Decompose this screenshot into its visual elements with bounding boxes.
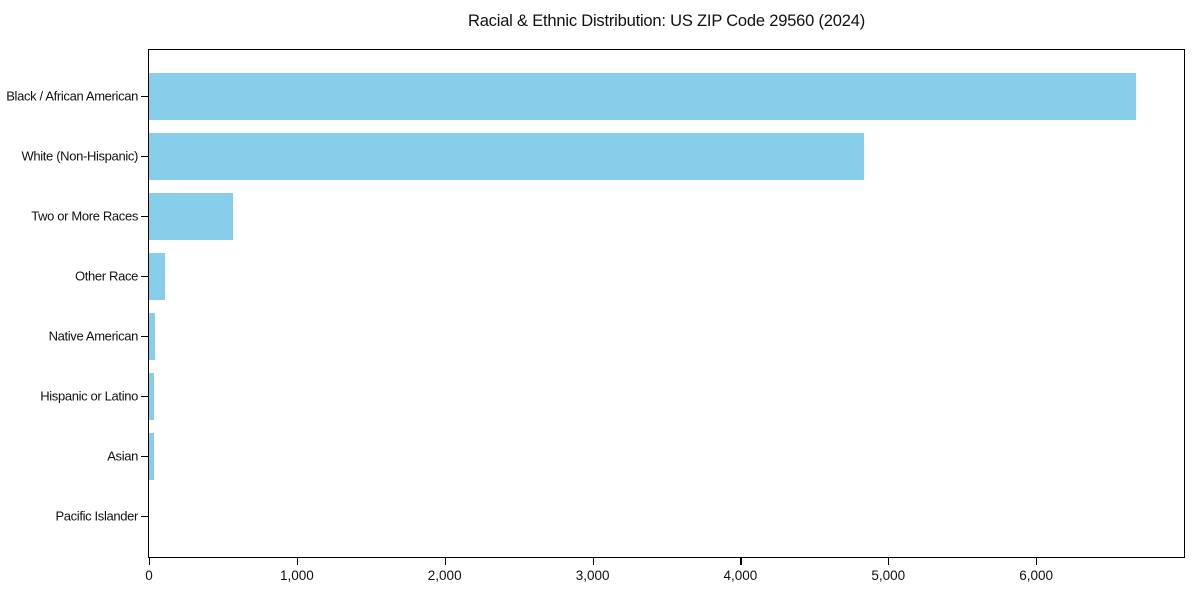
y-axis-tick <box>141 336 148 338</box>
y-tick-label-other-race: Other Race <box>75 268 138 284</box>
y-axis-tick <box>141 516 148 518</box>
bar-black-african-american <box>149 72 1136 120</box>
x-axis-tick <box>1036 558 1038 565</box>
chart-title: Racial & Ethnic Distribution: US ZIP Cod… <box>467 12 866 30</box>
y-tick-label-white-non-hispanic: White (Non-Hispanic) <box>21 148 138 164</box>
x-axis-tick <box>888 558 890 565</box>
bar-other-race <box>149 252 166 300</box>
bar-white-non-hispanic <box>149 132 864 180</box>
bar-asian <box>149 432 155 480</box>
plot-area <box>148 49 1185 558</box>
y-tick-label-black-african-american: Black / African American <box>6 88 138 104</box>
x-tick-label-4-000: 4,000 <box>723 568 758 583</box>
x-tick-label-2-000: 2,000 <box>427 568 462 583</box>
y-tick-label-native-american: Native American <box>48 328 139 344</box>
y-tick-label-two-or-more-races: Two or More Races <box>31 208 138 224</box>
y-axis-tick <box>141 216 148 218</box>
y-axis-tick <box>141 276 148 278</box>
bar-hispanic-or-latino <box>149 372 154 420</box>
y-axis-tick <box>141 96 148 98</box>
bar-native-american <box>149 312 156 360</box>
x-axis-tick <box>740 558 742 565</box>
x-tick-label-6-000: 6,000 <box>1019 568 1053 583</box>
y-tick-label-hispanic-or-latino: Hispanic or Latino <box>40 388 138 404</box>
x-tick-label-1-000: 1,000 <box>279 568 314 583</box>
bar-two-or-more-races <box>149 192 234 240</box>
x-axis-tick <box>592 558 594 565</box>
x-axis-tick <box>444 558 446 565</box>
y-tick-label-asian: Asian <box>107 448 138 464</box>
x-tick-label-3-000: 3,000 <box>575 568 610 583</box>
x-tick-label-5-000: 5,000 <box>871 568 906 583</box>
x-axis-tick <box>149 558 151 565</box>
y-axis-tick <box>141 156 148 158</box>
x-tick-label-0: 0 <box>145 568 153 583</box>
y-tick-label-pacific-islander: Pacific Islander <box>55 508 138 524</box>
y-axis-tick <box>141 396 148 398</box>
x-axis-tick <box>296 558 299 565</box>
y-axis-tick <box>141 456 148 458</box>
